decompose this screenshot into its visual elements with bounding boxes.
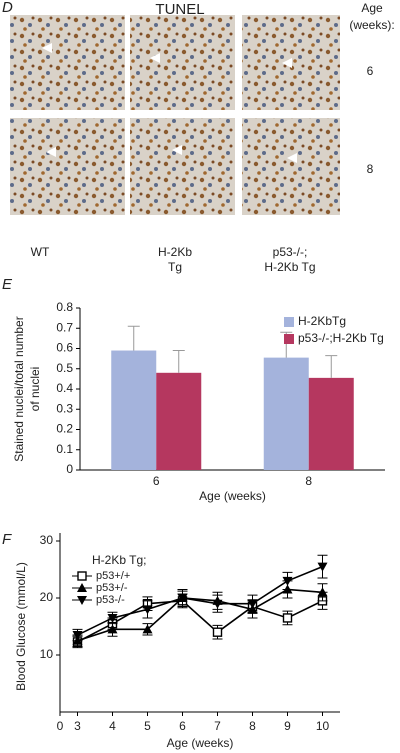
micrograph [10, 118, 125, 215]
bar [111, 350, 157, 470]
point [72, 631, 83, 641]
bar [263, 357, 309, 470]
y-tick-label: 0.2 [56, 422, 73, 436]
x-tick-label: 7 [214, 719, 221, 733]
legend-label: p53-/-;H-2Kb Tg [298, 331, 384, 345]
column-label: p53-/-; [273, 245, 308, 259]
micrograph [242, 118, 340, 215]
column-label: H-2Kb Tg [264, 260, 315, 274]
legend-marker [77, 583, 87, 592]
point [177, 594, 188, 603]
column-label: H-2Kb [158, 245, 192, 259]
x-axis-label: Age (weeks) [167, 736, 234, 750]
panel-label: F [2, 531, 12, 548]
legend-title: H-2Kb Tg; [92, 553, 146, 567]
arrowhead [287, 153, 297, 163]
arrowhead [46, 147, 56, 157]
x-tick-label: 8 [305, 474, 312, 488]
arrowhead [282, 58, 292, 68]
bar [156, 372, 202, 470]
y-axis-label: of nuclei [28, 367, 42, 412]
arrowhead [172, 145, 182, 155]
legend-swatch [284, 334, 294, 344]
micrographs [10, 15, 340, 215]
error-bar [325, 355, 338, 378]
line [77, 588, 323, 642]
legend-marker [77, 571, 87, 581]
y-tick-label: 0.8 [56, 300, 73, 314]
line [77, 565, 323, 636]
panel-label: E [2, 276, 13, 293]
point [107, 613, 118, 623]
y-tick-label: 0.6 [56, 341, 73, 355]
x-tick-label: 3 [74, 719, 81, 733]
y-tick-label: 0 [66, 462, 73, 476]
panel-title: TUNEL [155, 1, 204, 18]
micrograph [130, 118, 235, 215]
arrowhead [42, 43, 52, 53]
legend-swatch [284, 317, 294, 327]
point [247, 599, 258, 609]
x-tick-label: 0 [57, 719, 64, 733]
point [142, 624, 153, 634]
y-tick-label: 0.3 [56, 401, 73, 415]
y-tick-label: 0.4 [56, 381, 73, 395]
point [282, 613, 293, 623]
legend-label: H-2KbTg [298, 314, 346, 328]
legend-label: p53+/- [96, 582, 128, 594]
x-tick-label: 6 [153, 474, 160, 488]
point [212, 627, 223, 637]
line [77, 600, 323, 643]
legend-marker [77, 596, 87, 605]
age-label: (weeks): [349, 18, 394, 32]
point [317, 587, 328, 597]
y-tick-label: 0.1 [56, 442, 73, 456]
column-label: WT [31, 245, 50, 259]
y-tick-label: 30 [40, 533, 54, 547]
point [212, 599, 223, 609]
point [317, 562, 328, 572]
x-axis-label: Age (weeks) [199, 489, 266, 503]
bar [308, 377, 354, 470]
x-tick-label: 6 [179, 719, 186, 733]
legend-label: p53+/+ [96, 570, 130, 582]
point [282, 576, 293, 586]
panel-label: D [2, 0, 13, 16]
y-tick-label: 10 [40, 647, 54, 661]
y-axis-label: Blood Glucose (mmol/L) [14, 562, 28, 691]
x-tick-label: 4 [109, 719, 116, 733]
column-label: Tg [168, 260, 182, 274]
micrograph [130, 15, 235, 110]
error-bar [127, 325, 140, 351]
arrowhead [150, 53, 160, 63]
error-bar [172, 350, 185, 373]
x-tick-label: 5 [144, 719, 151, 733]
y-tick-label: 20 [40, 590, 54, 604]
age-label: Age [361, 1, 383, 15]
x-tick-label: 8 [249, 719, 256, 733]
y-axis-label: Stained nuclei/total number [12, 316, 26, 461]
x-tick-label: 10 [316, 719, 330, 733]
point [107, 624, 118, 634]
row-label: 6 [367, 64, 374, 78]
y-tick-label: 0.5 [56, 361, 73, 375]
y-tick-label: 0.7 [56, 320, 73, 334]
micrograph [10, 15, 125, 110]
point [142, 605, 153, 615]
x-tick-label: 9 [284, 719, 291, 733]
legend-label: p53-/- [96, 594, 125, 606]
row-label: 8 [367, 162, 374, 176]
